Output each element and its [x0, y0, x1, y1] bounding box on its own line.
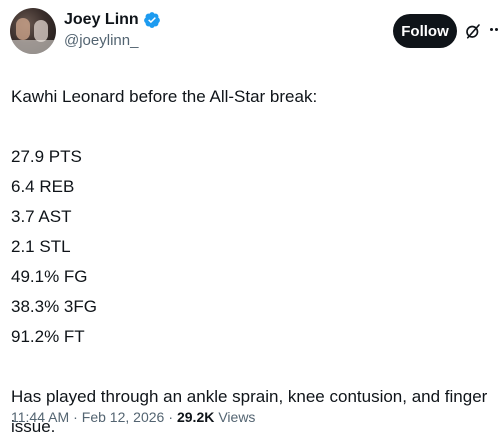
tweet-outro: Has played through an ankle sprain, knee…	[11, 387, 488, 436]
tweet-time[interactable]: 11:44 AM	[11, 409, 70, 425]
stat-line: 6.4 REB	[11, 177, 75, 196]
author-name-row[interactable]: Joey Linn	[64, 11, 161, 29]
avatar[interactable]	[10, 8, 56, 54]
meta-separator: ·	[168, 409, 173, 425]
tweet-text: Kawhi Leonard before the All-Star break:…	[11, 82, 490, 442]
views-label: Views	[218, 409, 256, 425]
tweet-date[interactable]: Feb 12, 2026	[81, 409, 165, 425]
author-handle[interactable]: @joeylinn_	[64, 32, 139, 49]
stat-line: 49.1% FG	[11, 267, 88, 286]
stat-line: 2.1 STL	[11, 237, 71, 256]
tweet-meta: 11:44 AM · Feb 12, 2026 · 29.2K Views	[11, 409, 255, 425]
stat-line: 91.2% FT	[11, 327, 85, 346]
grok-icon[interactable]	[464, 22, 482, 40]
tweet-header: Joey Linn @joeylinn_ Follow	[8, 8, 500, 64]
more-icon[interactable]	[488, 18, 500, 40]
views-count[interactable]: 29.2K	[176, 409, 215, 425]
verified-badge-icon	[143, 12, 160, 28]
author-display-name[interactable]: Joey Linn	[64, 11, 139, 28]
stat-line: 38.3% 3FG	[11, 297, 97, 316]
stat-line: 3.7 AST	[11, 207, 72, 226]
tweet-intro: Kawhi Leonard before the All-Star break:	[11, 87, 318, 106]
meta-separator: ·	[73, 409, 78, 425]
follow-button[interactable]: Follow	[393, 14, 457, 48]
stat-line: 27.9 PTS	[11, 147, 82, 166]
